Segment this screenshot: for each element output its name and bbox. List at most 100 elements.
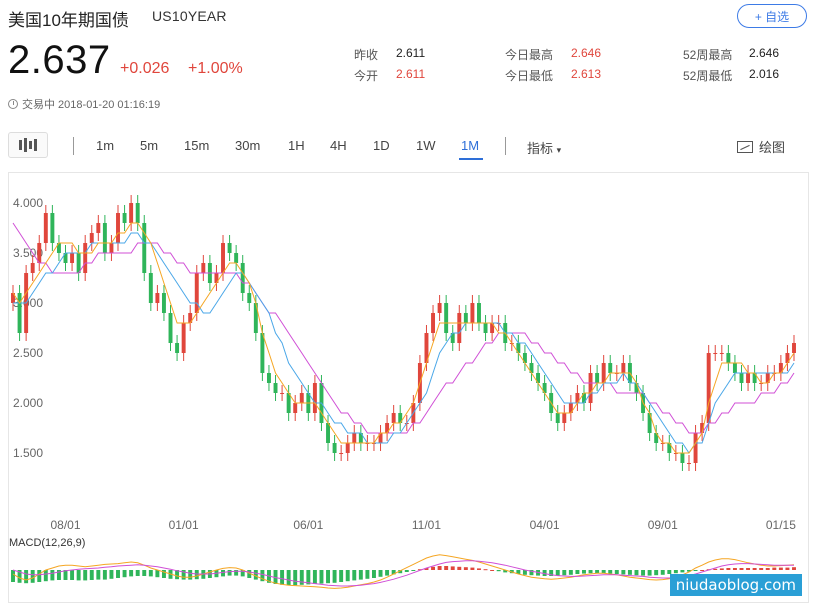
candle-body [588, 373, 593, 403]
macd-histogram-bar [24, 570, 29, 584]
macd-histogram-bar [89, 570, 94, 580]
timeframe-15m[interactable]: 15m [184, 138, 210, 153]
candle-body [391, 413, 396, 423]
candle-body [161, 293, 166, 313]
macd-histogram-bar [542, 570, 547, 576]
timeframe-30m[interactable]: 30m [235, 138, 261, 153]
candle-body [312, 383, 317, 413]
timeframe-1mo[interactable]: 1M [461, 138, 480, 153]
macd-histogram-bar [194, 570, 199, 580]
candle-body [352, 433, 357, 443]
candle-body [470, 303, 475, 323]
candle-body [266, 373, 271, 383]
candle-body [89, 233, 94, 243]
x-tick-label: 01/15 [766, 518, 796, 532]
timeframe-4h[interactable]: 4H [330, 138, 347, 153]
timeframe-5m[interactable]: 5m [140, 138, 159, 153]
macd-histogram-bar [719, 568, 724, 570]
candlestick-chart-type-button[interactable] [8, 132, 48, 158]
macd-histogram-bar [371, 570, 376, 578]
macd-histogram-bar [398, 570, 403, 574]
candle-body [536, 373, 541, 383]
candle-body [687, 463, 691, 464]
day-low-value: 2.613 [571, 67, 602, 81]
candle-body [11, 293, 15, 303]
macd-panel[interactable]: MACD(12,26,9) niudaoblog.com [8, 537, 809, 603]
y-tick-label: 4.000 [13, 196, 43, 210]
macd-histogram-bar [778, 567, 783, 570]
instrument-symbol: US10YEAR [152, 8, 227, 24]
candle-body [175, 343, 180, 353]
macd-histogram-bar [227, 570, 232, 576]
macd-histogram-bar [175, 570, 180, 580]
timeframe-1h[interactable]: 1H [288, 138, 305, 153]
candle-body [752, 373, 757, 383]
52wk-high-label: 52周最高 [683, 48, 733, 62]
candle-body [345, 443, 350, 453]
candle-body [148, 273, 153, 303]
macd-histogram-bar [181, 570, 186, 580]
candle-body [575, 393, 580, 403]
candle-body [529, 363, 534, 373]
indicator-dropdown[interactable]: 指标 ▾ [527, 138, 561, 157]
macd-histogram-bar [30, 570, 35, 583]
trading-status: 交易中 2018-01-20 01:16:19 [8, 96, 160, 112]
candle-body [142, 223, 147, 273]
macd-histogram-bar [785, 567, 790, 570]
prev-close-value: 2.611 [396, 46, 426, 60]
macd-histogram-bar [122, 570, 127, 578]
y-tick-label: 2.000 [13, 396, 43, 410]
macd-histogram-bar [70, 570, 75, 580]
candle-body [194, 273, 199, 313]
candle-body [706, 353, 711, 423]
macd-histogram-bar [11, 570, 15, 582]
draw-tool-button[interactable]: 绘图 [737, 137, 785, 156]
candle-body [43, 213, 48, 243]
x-tick-label: 08/01 [50, 518, 80, 532]
candle-body [450, 333, 455, 343]
macd-histogram-bar [56, 570, 61, 580]
day-high-value: 2.646 [571, 46, 602, 60]
macd-histogram-bar [102, 570, 107, 580]
macd-histogram-bar [221, 570, 225, 577]
price-change-percent: +1.00% [188, 60, 243, 77]
draw-label: 绘图 [759, 140, 786, 155]
candle-body [444, 303, 449, 333]
candle-body [621, 363, 626, 373]
macd-histogram-bar [142, 570, 147, 576]
macd-histogram-bar [687, 570, 691, 572]
macd-histogram-bar [759, 568, 764, 570]
candle-body [96, 223, 101, 233]
macd-histogram-bar [424, 568, 429, 570]
candle-body [483, 323, 488, 333]
macd-histogram-bar [713, 568, 718, 570]
macd-histogram-bar [614, 570, 619, 574]
add-watchlist-button[interactable]: + 自选 [737, 4, 807, 28]
candle-body [582, 393, 586, 403]
52wk-high-value: 2.646 [749, 46, 780, 60]
price-chart[interactable]: 4.0003.5003.0002.5002.0001.50008/0101/01… [8, 172, 809, 537]
timeframe-1w[interactable]: 1W [416, 138, 436, 153]
candle-body [155, 293, 160, 303]
candle-body [102, 223, 107, 253]
candle-body [746, 373, 751, 383]
macd-histogram-bar [693, 570, 698, 571]
candle-body [765, 373, 770, 383]
timeframe-1m[interactable]: 1m [96, 138, 115, 153]
candle-body [568, 403, 573, 413]
candle-body [260, 333, 265, 373]
macd-histogram-bar [562, 570, 567, 576]
candle-body [188, 313, 193, 323]
timeframe-1d[interactable]: 1D [373, 138, 390, 153]
macd-histogram-bar [470, 567, 475, 570]
x-tick-label: 11/01 [412, 518, 441, 532]
macd-histogram-bar [641, 570, 646, 576]
candle-body [116, 213, 120, 243]
candle-body [332, 443, 337, 453]
macd-histogram-bar [345, 570, 350, 582]
macd-dea-line [12, 560, 794, 587]
macd-histogram-bar [772, 567, 777, 570]
macd-chart-svg [11, 554, 796, 589]
macd-histogram-bar [378, 570, 383, 577]
drawing-icon [737, 140, 753, 153]
